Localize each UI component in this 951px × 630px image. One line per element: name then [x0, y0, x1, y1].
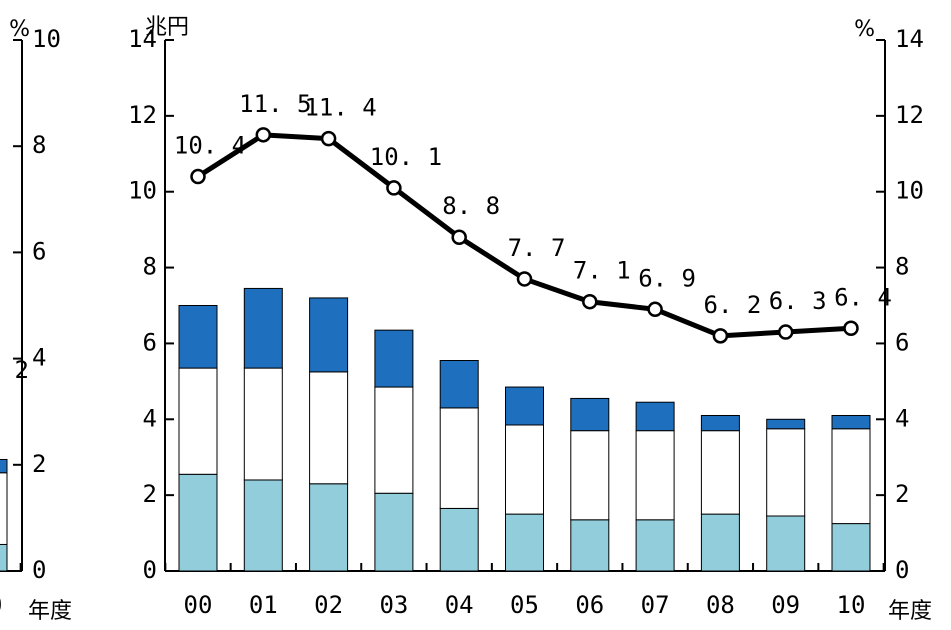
y-tick-label: 10 — [128, 177, 157, 205]
x-tick-label: 04 — [445, 591, 474, 619]
x-tick-label: 10 — [0, 591, 2, 619]
bar-segment — [243, 479, 283, 572]
x-label: 年度 — [888, 599, 932, 624]
y2-tick-label: 2 — [32, 450, 46, 478]
bar-segment — [635, 401, 675, 432]
y2-unit: % — [9, 17, 30, 42]
bar-segment — [700, 430, 740, 515]
x-tick-label: 09 — [771, 591, 800, 619]
bar-segment — [570, 519, 610, 572]
data-label: 10. 1 — [370, 143, 442, 171]
bar-segment — [505, 386, 544, 426]
line-point — [320, 130, 337, 147]
x-tick-label: 07 — [641, 591, 670, 619]
bar-segment — [178, 305, 218, 369]
y-tick-label: 6 — [143, 328, 157, 356]
line-point — [777, 324, 794, 340]
y2-unit: % — [854, 17, 875, 42]
bar-segment — [178, 367, 218, 475]
line-point — [712, 328, 729, 344]
bar-segment — [831, 428, 871, 525]
data-label: 11. 5 — [239, 90, 311, 118]
bar-segment — [309, 483, 349, 572]
y2-tick-label: 10 — [895, 177, 924, 205]
data-label: 6. 4 — [834, 283, 892, 311]
bar-segment — [570, 397, 610, 432]
line-point — [516, 271, 533, 287]
bar-segment — [700, 513, 740, 572]
y2-tick-label: 12 — [895, 101, 924, 129]
x-tick-label: 02 — [314, 591, 343, 619]
bar-segment — [635, 430, 675, 521]
bar-segment — [439, 359, 479, 409]
bar-segment — [700, 414, 740, 432]
bar-segment — [243, 367, 283, 481]
bar-segment — [766, 418, 806, 430]
bar-segment — [374, 492, 414, 572]
x-tick-label: 08 — [706, 591, 735, 619]
y-tick-label: 12 — [128, 101, 157, 129]
x-tick-label: 10 — [837, 591, 866, 619]
bar-segment — [505, 424, 544, 515]
data-label: 6. 3 — [769, 287, 827, 315]
bar-segment — [178, 473, 218, 572]
y-tick-label: 2 — [143, 480, 157, 508]
bar-segment — [766, 515, 806, 572]
bar-segment — [505, 513, 544, 572]
bar-segment — [635, 519, 675, 572]
line-point — [843, 320, 859, 337]
bar-segment — [309, 371, 349, 485]
bar-segment — [766, 428, 806, 517]
data-label: 7. 1 — [573, 257, 631, 285]
data-label: 3. 2 — [0, 356, 29, 384]
bar-segment — [831, 523, 871, 572]
data-label: 6. 9 — [638, 264, 696, 292]
bar-segment — [0, 458, 8, 474]
x-tick-label: 00 — [184, 591, 213, 619]
y2-tick-label: 0 — [32, 556, 46, 584]
bar-segment — [309, 297, 349, 373]
x-tick-label: 01 — [249, 591, 278, 619]
y2-tick-label: 10 — [32, 25, 61, 53]
data-label: 6. 2 — [704, 291, 762, 319]
data-label: 7. 7 — [508, 234, 566, 262]
y2-tick-label: 14 — [895, 25, 924, 53]
bar-segment — [439, 407, 479, 509]
line-point — [582, 293, 598, 310]
line-point — [451, 229, 467, 245]
data-label: 8. 8 — [442, 192, 500, 220]
bar-segment — [439, 507, 479, 572]
line-point — [386, 180, 402, 196]
line-point — [255, 127, 272, 143]
y-unit: 兆円 — [145, 15, 189, 40]
y2-tick-label: 6 — [32, 237, 46, 265]
y2-tick-label: 0 — [895, 556, 909, 584]
bar-segment — [570, 430, 610, 521]
bar-segment — [0, 472, 8, 545]
x-tick-label: 03 — [379, 591, 408, 619]
x-label: 年度 — [28, 599, 72, 624]
bar-segment — [831, 414, 871, 430]
data-label: 10. 4 — [174, 132, 246, 160]
y2-tick-label: 6 — [895, 328, 909, 356]
x-tick-label: 06 — [575, 591, 604, 619]
y2-tick-label: 8 — [32, 131, 46, 159]
bar-segment — [374, 329, 414, 388]
data-label: 11. 4 — [304, 94, 376, 122]
y2-tick-label: 4 — [895, 404, 909, 432]
line-point — [647, 301, 663, 318]
y2-tick-label: 8 — [895, 253, 909, 281]
y-tick-label: 8 — [143, 253, 157, 281]
y-tick-label: 14 — [128, 25, 157, 53]
bar-segment — [243, 287, 283, 369]
y2-tick-label: 2 — [895, 480, 909, 508]
y-tick-label: 0 — [143, 556, 157, 584]
y-tick-label: 4 — [143, 404, 157, 432]
line-point — [190, 168, 206, 185]
x-tick-label: 05 — [510, 591, 539, 619]
y2-tick-label: 4 — [32, 344, 46, 372]
bar-segment — [374, 386, 414, 494]
bar-segment — [0, 543, 8, 572]
